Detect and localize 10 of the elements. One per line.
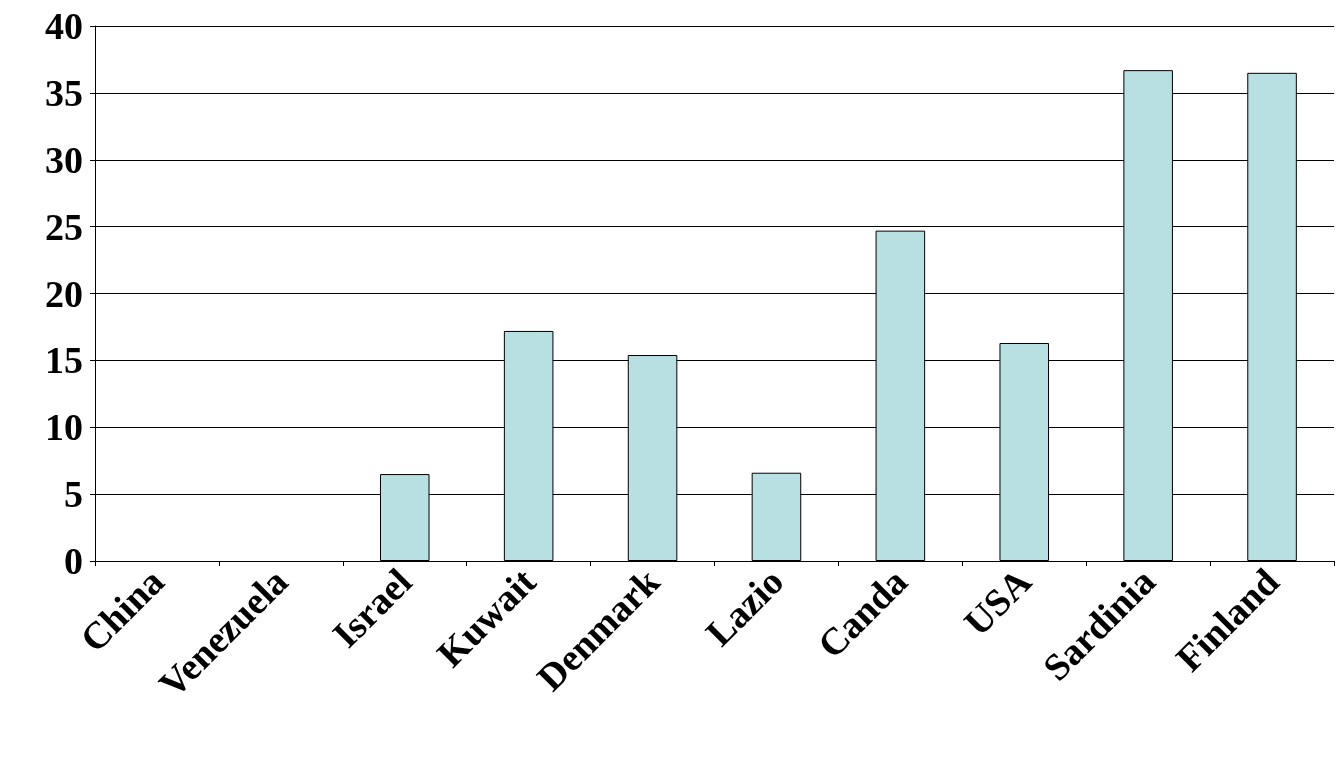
y-tick-label: 0: [64, 540, 83, 582]
y-tick-label: 5: [64, 473, 83, 516]
y-tick-label: 20: [45, 272, 83, 315]
y-tick-label: 35: [45, 71, 83, 114]
y-tick-label: 40: [45, 5, 83, 47]
y-tick-label: 15: [45, 339, 83, 382]
x-tick-label: USA: [955, 559, 1040, 644]
y-tick-label: 10: [45, 406, 83, 449]
y-tick-label: 30: [45, 138, 83, 181]
y-tick-label: 25: [45, 205, 83, 248]
